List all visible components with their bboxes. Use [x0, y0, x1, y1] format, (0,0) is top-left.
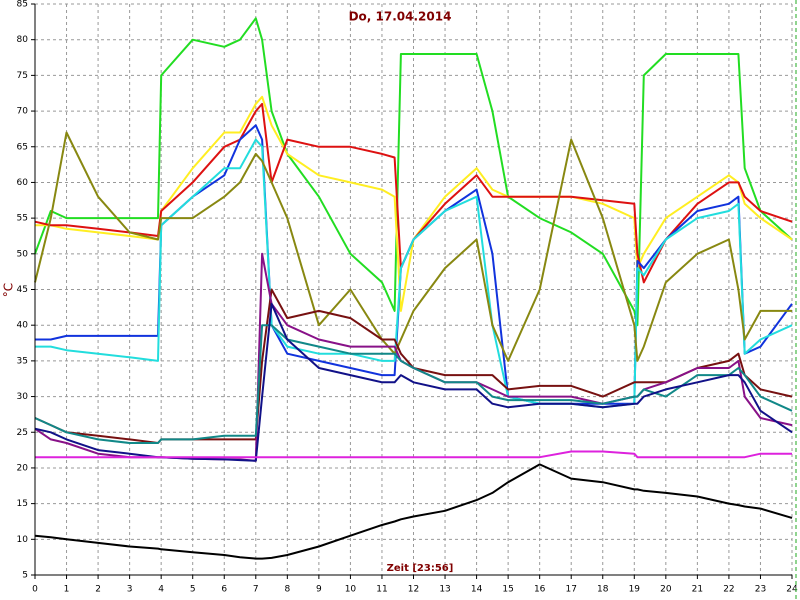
lines: [34, 17, 793, 560]
x-tick-label: 6: [221, 585, 227, 595]
x-tick-label: 5: [190, 585, 196, 595]
x-tick-label: 15: [502, 585, 513, 595]
y-tick-label: 15: [17, 499, 28, 509]
x-tick-label: 14: [471, 585, 483, 595]
x-tick-label: 12: [408, 585, 419, 595]
x-tick-label: 11: [376, 585, 387, 595]
series-line: [34, 463, 793, 560]
series-line: [34, 131, 792, 362]
x-tick-label: 23: [755, 585, 766, 595]
y-tick-label: 50: [17, 249, 29, 259]
y-tick-label: 35: [17, 356, 28, 366]
y-tick-label: 85: [17, 0, 28, 10]
y-tick-label: 75: [17, 71, 28, 81]
y-tick-label: 45: [17, 285, 28, 295]
x-axis-label: Zeit [23:56]: [387, 563, 454, 574]
y-tick-label: 40: [17, 321, 29, 331]
y-tick-label: 80: [17, 35, 29, 45]
x-tick-label: 7: [253, 585, 259, 595]
y-tick-label: 25: [17, 428, 28, 438]
series-line: [35, 450, 792, 459]
y-tick-label: 60: [17, 178, 29, 188]
x-tick-label: 18: [597, 585, 609, 595]
x-tick-label: 4: [158, 585, 164, 595]
y-tick-label: 30: [17, 392, 29, 402]
x-tick-label: 2: [95, 585, 101, 595]
x-tick-label: 0: [32, 585, 38, 595]
x-tick-label: 24: [786, 585, 798, 595]
y-tick-label: 5: [22, 571, 28, 581]
y-tick-label: 70: [17, 107, 29, 117]
x-tick-label: 20: [660, 585, 672, 595]
y-tick-label: 55: [17, 214, 28, 224]
y-axis-label: °C: [2, 283, 16, 297]
x-tick-label: 1: [64, 585, 70, 595]
series-line: [35, 138, 793, 409]
x-tick-label: 17: [565, 585, 576, 595]
x-tick-label: 8: [284, 585, 290, 595]
x-tick-label: 16: [534, 585, 546, 595]
x-tick-label: 21: [692, 585, 703, 595]
x-tick-label: 3: [127, 585, 133, 595]
x-tick-label: 19: [629, 585, 641, 595]
chart-title: Do, 17.04.2014: [349, 10, 452, 24]
series-line: [34, 324, 793, 444]
x-tick-label: 9: [316, 585, 322, 595]
series-line: [34, 17, 793, 327]
x-tick-label: 22: [723, 585, 734, 595]
y-tick-label: 65: [17, 142, 28, 152]
y-tick-label: 20: [17, 463, 29, 473]
x-tick-label: 13: [439, 585, 450, 595]
y-tick-label: 10: [17, 535, 29, 545]
x-tick-label: 10: [345, 585, 357, 595]
